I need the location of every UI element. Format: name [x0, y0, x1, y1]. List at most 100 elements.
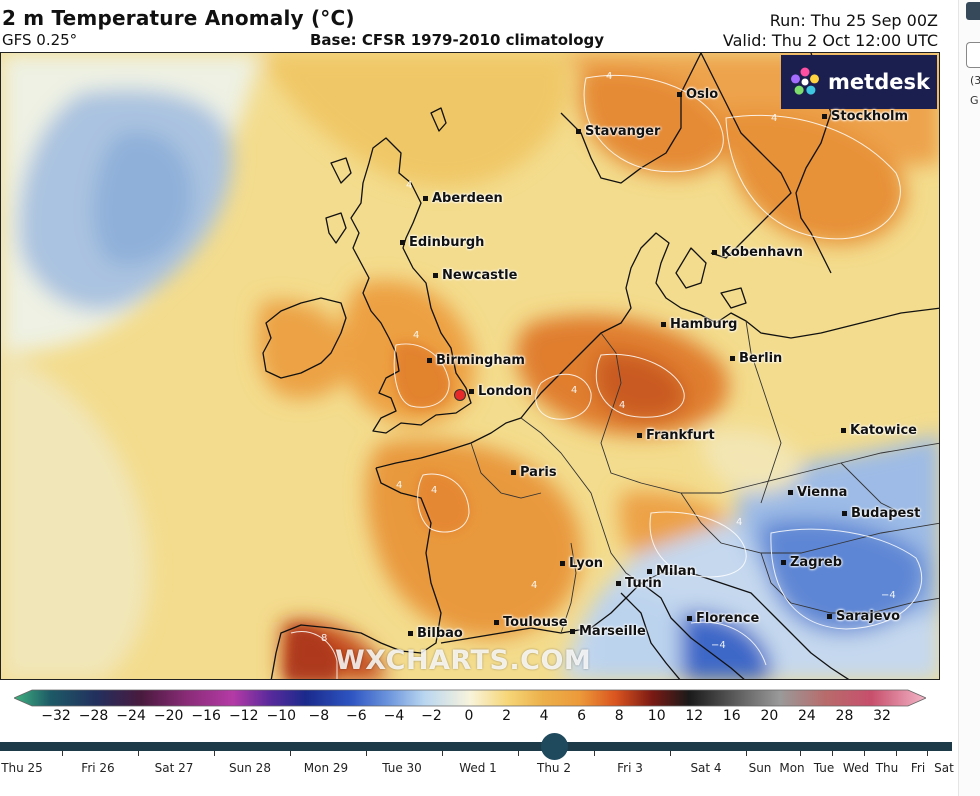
timeline-day-label[interactable]: Thu 2 — [537, 761, 571, 775]
city-sarajevo: Sarajevo — [827, 609, 900, 624]
colorbar-tick-label: 24 — [797, 708, 816, 724]
colorbar-tick-label: 0 — [464, 708, 474, 724]
city-turin: Turin — [616, 576, 662, 591]
colorbar-tick-label: 32 — [873, 708, 891, 724]
timeline-track[interactable] — [0, 742, 952, 751]
side-panel-text-2: G — [970, 94, 979, 107]
city-marseille: Marseille — [570, 624, 646, 639]
timeline-tick — [864, 751, 865, 756]
timeline-day-label[interactable]: Sat 4 — [690, 761, 722, 775]
colorbar-tick-label: 20 — [760, 708, 779, 724]
model-label: GFS 0.25° — [2, 31, 78, 49]
timeline-day-label[interactable]: Sat — [934, 761, 954, 775]
timeline-day-label[interactable]: Wed 1 — [459, 761, 497, 775]
timeline-day-label[interactable]: Thu 25 — [1, 761, 43, 775]
colorbar-tick-label: −28 — [78, 708, 109, 724]
timeline-handle[interactable] — [541, 733, 568, 760]
colorbar — [13, 687, 927, 709]
colorbar-tick-label: −6 — [346, 708, 367, 724]
side-panel — [958, 0, 980, 796]
timeline-tick — [832, 751, 833, 756]
timeline-tick — [518, 751, 519, 756]
timeline-tick — [594, 751, 595, 756]
timeline-day-label[interactable]: Tue 30 — [382, 761, 422, 775]
city-hamburg: Hamburg — [661, 317, 737, 332]
side-panel-button[interactable] — [966, 2, 980, 20]
timeline-day-label[interactable]: Wed — [842, 761, 870, 775]
svg-text:4: 4 — [531, 580, 537, 591]
svg-text:−4: −4 — [881, 590, 896, 601]
location-marker[interactable] — [454, 389, 466, 401]
city-lyon: Lyon — [560, 556, 603, 571]
city-newcastle: Newcastle — [433, 268, 517, 283]
timeline-tick — [670, 751, 671, 756]
timeline-day-label[interactable]: Sun — [748, 761, 772, 775]
city-toulouse: Toulouse — [494, 615, 568, 630]
svg-text:4: 4 — [413, 330, 419, 341]
colorbar-tick-label: 6 — [577, 708, 587, 724]
colorbar-tick-label: −12 — [228, 708, 259, 724]
metdesk-logo-text: metdesk — [828, 70, 930, 94]
colorbar-tick-label: −2 — [421, 708, 442, 724]
side-panel-text-1: (3 — [970, 74, 980, 87]
timeline-day-label[interactable]: Fri — [910, 761, 926, 775]
city-florence: Florence — [687, 611, 759, 626]
svg-text:4: 4 — [571, 385, 577, 396]
metdesk-logo[interactable]: metdesk — [781, 55, 937, 109]
timeline-tick — [442, 751, 443, 756]
timeline-day-label[interactable]: Tue — [813, 761, 835, 775]
city-edinburgh: Edinburgh — [400, 235, 484, 250]
metdesk-flower-icon — [791, 67, 820, 95]
city-kobenhavn: Kobenhavn — [712, 245, 803, 260]
svg-text:4: 4 — [431, 485, 437, 496]
svg-text:4: 4 — [396, 480, 402, 491]
colorbar-tick-label: −10 — [266, 708, 297, 724]
timeline-day-label[interactable]: Sun 28 — [229, 761, 271, 775]
anomaly-map[interactable]: 4 4 4 4 4 4 4 4 4 8 −4 −4 4 metdesk WXCHARTS.COM… — [0, 52, 940, 680]
timeline-tick — [896, 751, 897, 756]
chart-title: 2 m Temperature Anomaly (°C) — [2, 6, 355, 30]
timeline-day-label[interactable]: Mon — [779, 761, 805, 775]
city-budapest: Budapest — [842, 506, 920, 521]
svg-text:4: 4 — [606, 71, 612, 82]
city-stockholm: Stockholm — [822, 109, 908, 124]
wxcharts-watermark: WXCHARTS.COM — [335, 645, 592, 676]
city-katowice: Katowice — [841, 423, 917, 438]
timeline-tick — [214, 751, 215, 756]
svg-text:−4: −4 — [711, 640, 726, 651]
side-panel-toggle[interactable] — [966, 42, 980, 68]
timeline-tick — [927, 751, 928, 756]
colorbar-tick-label: −24 — [116, 708, 146, 724]
timeline-tick — [366, 751, 367, 756]
city-oslo: Oslo — [677, 87, 718, 102]
svg-text:8: 8 — [321, 633, 327, 644]
city-birmingham: Birmingham — [427, 353, 525, 368]
run-time: Run: Thu 25 Sep 00Z — [769, 11, 938, 30]
timeline-tick — [138, 751, 139, 756]
colorbar-tick-label: −4 — [383, 708, 405, 724]
timeline-tick — [800, 751, 801, 756]
valid-time: Valid: Thu 2 Oct 12:00 UTC — [722, 31, 938, 50]
timeline-day-label[interactable]: Fri 3 — [617, 761, 643, 775]
svg-text:4: 4 — [406, 180, 412, 191]
timeline-day-label[interactable]: Sat 27 — [154, 761, 194, 775]
timeline-tick — [290, 751, 291, 756]
colorbar-tick-label: 4 — [539, 708, 549, 724]
svg-text:4: 4 — [771, 113, 777, 124]
colorbar-tick-label: 28 — [835, 708, 854, 724]
city-aberdeen: Aberdeen — [423, 191, 503, 206]
city-vienna: Vienna — [788, 485, 847, 500]
colorbar-tick-label: 8 — [614, 708, 624, 724]
timeline-day-label[interactable]: Thu — [875, 761, 899, 775]
colorbar-tick-label: −20 — [153, 708, 184, 724]
svg-text:4: 4 — [736, 517, 742, 528]
city-zagreb: Zagreb — [781, 555, 842, 570]
city-paris: Paris — [511, 465, 557, 480]
colorbar-tick-label: 16 — [722, 708, 741, 724]
timeline-day-label[interactable]: Mon 29 — [303, 761, 349, 775]
city-berlin: Berlin — [730, 351, 782, 366]
timeline-day-label[interactable]: Fri 26 — [81, 761, 115, 775]
colorbar-tick-label: 2 — [502, 708, 511, 724]
city-stavanger: Stavanger — [576, 124, 660, 139]
timeline-tick — [746, 751, 747, 756]
